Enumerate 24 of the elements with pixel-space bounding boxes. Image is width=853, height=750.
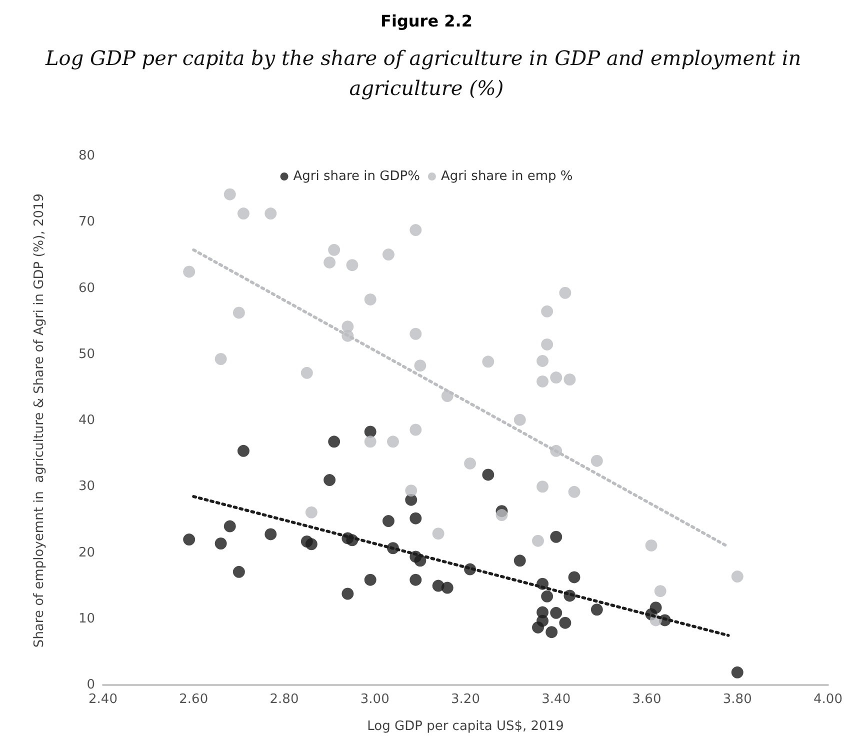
- x-tick-label: 2.80: [270, 692, 299, 707]
- legend-label: Agri share in emp %: [440, 169, 573, 184]
- y-tick-label: 40: [78, 413, 95, 428]
- x-axis-title: Log GDP per capita US$, 2019: [367, 719, 564, 734]
- y-tick-label: 10: [78, 611, 95, 626]
- y-tick-label: 60: [78, 280, 95, 296]
- y-tick-label: 70: [78, 214, 95, 230]
- y-tick-label: 80: [78, 148, 95, 164]
- x-tick-label: 2.60: [179, 692, 208, 707]
- x-tick-label: 2.40: [88, 692, 118, 707]
- chart-title: Figure 2.2: [380, 12, 472, 30]
- x-tick-label: 4.00: [814, 692, 842, 707]
- y-tick-label: 30: [78, 479, 95, 494]
- legend-label: Agri share in GDP%: [293, 169, 420, 184]
- x-tick-label: 3.40: [542, 692, 571, 707]
- y-tick-label: 20: [78, 545, 95, 560]
- x-tick-label: 3.80: [722, 692, 752, 707]
- x-tick-label: 3.00: [360, 692, 390, 707]
- chart-subtitle: Log GDP per capita by the share of agriculture in GDP and employment in agriculture (%): [44, 46, 808, 100]
- x-tick-label: 3.60: [632, 692, 662, 707]
- y-tick-label: 0: [86, 678, 95, 692]
- x-tick-label: 3.20: [451, 692, 480, 707]
- y-tick-label: 50: [78, 346, 95, 362]
- y-axis-title: Share of employemnt in agriculture & Share of Agri in GDP (%), 2019: [32, 193, 47, 648]
